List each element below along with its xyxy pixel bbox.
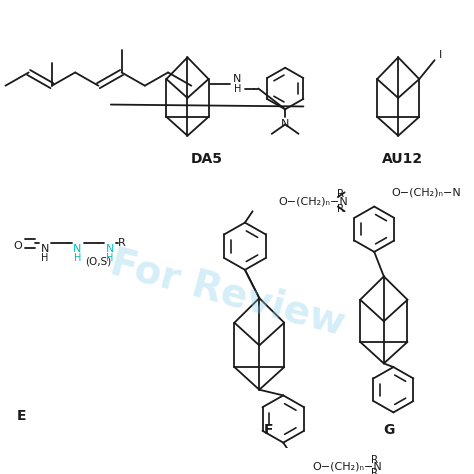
Text: N: N	[41, 244, 49, 254]
Text: H: H	[41, 254, 48, 264]
Text: R: R	[337, 189, 344, 199]
Text: AU12: AU12	[383, 152, 424, 166]
Text: O: O	[14, 241, 22, 251]
Text: O−(CH₂)ₙ−N: O−(CH₂)ₙ−N	[312, 461, 382, 471]
Text: H: H	[106, 254, 114, 264]
Text: R: R	[371, 455, 378, 465]
Text: H: H	[73, 254, 81, 264]
Text: H: H	[234, 84, 241, 94]
Text: N: N	[233, 74, 241, 84]
Text: R: R	[371, 468, 378, 474]
Text: R: R	[118, 238, 125, 248]
Text: (O,S): (O,S)	[85, 256, 111, 266]
Text: E: E	[17, 409, 27, 423]
Text: O−(CH₂)ₙ−N: O−(CH₂)ₙ−N	[392, 187, 461, 197]
Text: N: N	[73, 244, 82, 254]
Text: G: G	[383, 423, 394, 438]
Text: DA5: DA5	[191, 152, 223, 166]
Text: O−(CH₂)ₙ−N: O−(CH₂)ₙ−N	[278, 197, 348, 207]
Text: R: R	[337, 204, 344, 214]
Text: I: I	[439, 49, 442, 60]
Text: N: N	[281, 119, 289, 129]
Text: F: F	[264, 423, 273, 438]
Text: For Review: For Review	[106, 244, 349, 343]
Text: N: N	[106, 244, 114, 254]
